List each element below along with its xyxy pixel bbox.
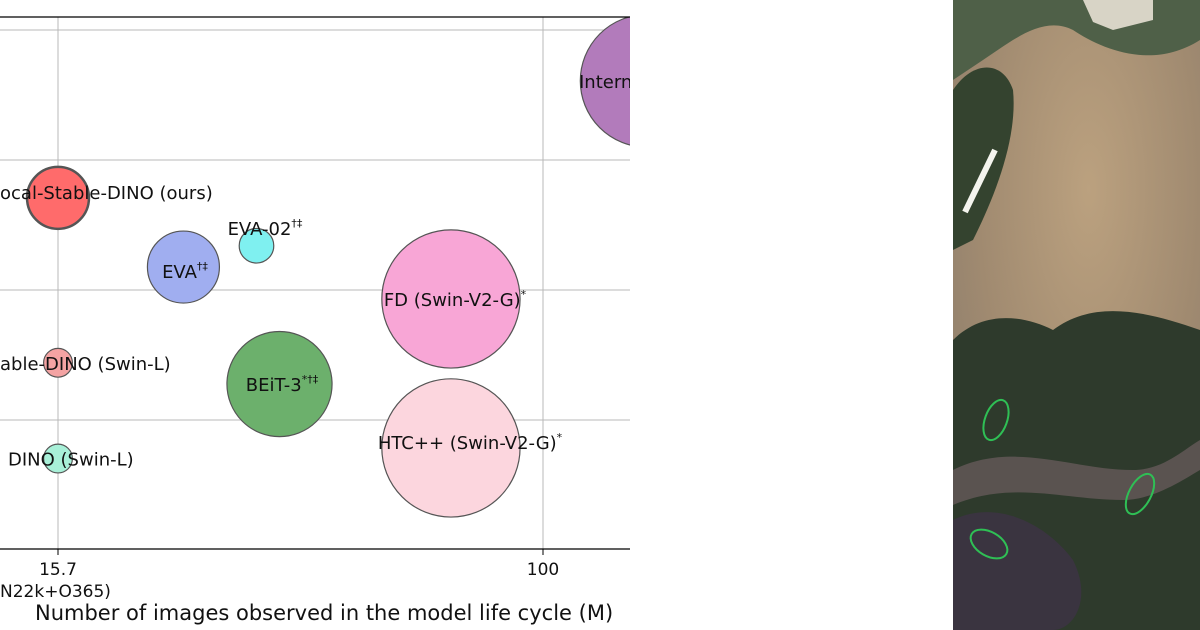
grid-lines [0,17,630,549]
satellite-building [1083,0,1153,30]
bubble [146,230,221,304]
bubble [42,347,73,378]
bubbles: Intern ocal-Stable-DINO (ours) EVA†‡ EVA-02… [0,17,632,518]
bubble-label: HTC++ (Swin-V2-G)* [378,431,563,454]
x-tick-sublabel: N22k+O365) [0,582,111,602]
x-tick-label: 100 [527,560,559,580]
x-axis-label: Number of images observed in the model l… [35,601,613,625]
bubble [25,165,91,231]
bubble-label: EVA†‡ [162,260,208,283]
satellite-path [953,440,1200,505]
bubble-label: FD (Swin-V2-G)* [384,288,527,311]
bubble-label: DINO (Swin-L) [8,450,134,471]
satellite-shadow [953,512,1082,630]
bubble [42,443,73,474]
bubble-label: BEiT-3*†‡ [246,373,319,396]
bubble [238,227,275,264]
x-tick-label: 15.7 [39,560,77,580]
bubble-label: Intern [579,72,632,93]
satellite-detection-1 [982,398,1010,442]
satellite-white-bar [962,148,998,214]
satellite-detection-3 [969,528,1009,560]
bubble-label: EVA-02†‡ [228,217,303,240]
bubble [226,330,333,438]
bubble [381,229,521,369]
bubble-label: able-DINO (Swin-L) [0,354,171,375]
bubble [579,17,630,146]
bubble-chart: Intern ocal-Stable-DINO (ours) EVA†‡ EVA-02… [0,16,632,625]
satellite-image [953,0,1200,630]
bubble [381,378,521,518]
satellite-detection-2 [1124,472,1156,516]
bubble-label: ocal-Stable-DINO (ours) [0,183,213,204]
